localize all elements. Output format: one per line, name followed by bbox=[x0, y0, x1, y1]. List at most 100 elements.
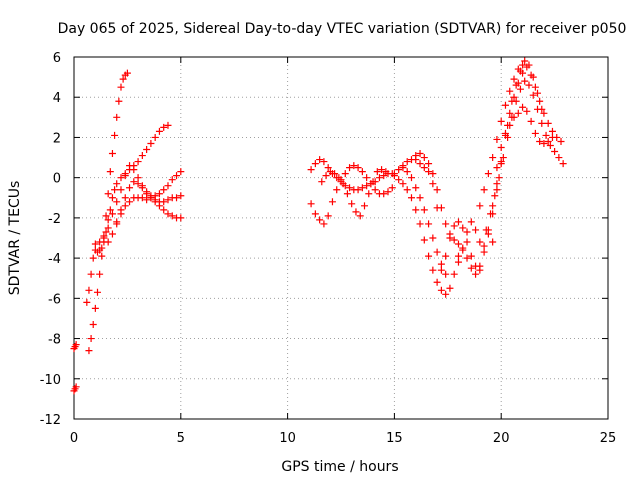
data-point bbox=[495, 174, 503, 182]
data-point bbox=[160, 198, 168, 206]
data-point bbox=[360, 202, 368, 210]
y-tick-label: -4 bbox=[48, 252, 61, 267]
data-point bbox=[429, 266, 437, 274]
y-tick-label: -8 bbox=[48, 333, 61, 348]
data-point bbox=[121, 202, 129, 210]
data-point bbox=[510, 93, 518, 101]
data-point bbox=[442, 290, 450, 298]
data-point bbox=[403, 168, 411, 176]
data-point bbox=[363, 174, 371, 182]
data-point bbox=[96, 270, 104, 278]
x-tick-label: 20 bbox=[493, 431, 510, 446]
data-point bbox=[454, 258, 462, 266]
data-point bbox=[371, 186, 379, 194]
data-point bbox=[177, 192, 185, 200]
data-point bbox=[346, 184, 354, 192]
data-point bbox=[324, 164, 332, 172]
data-point bbox=[446, 284, 454, 292]
grid bbox=[74, 57, 608, 419]
data-point bbox=[380, 172, 388, 180]
data-point bbox=[497, 144, 505, 151]
data-point bbox=[134, 180, 142, 188]
data-point bbox=[484, 230, 492, 238]
data-point bbox=[369, 178, 377, 186]
data-point bbox=[346, 164, 354, 172]
data-point bbox=[155, 190, 163, 198]
data-point bbox=[390, 170, 398, 178]
data-point bbox=[113, 180, 121, 188]
data-point bbox=[104, 224, 112, 232]
data-point bbox=[121, 172, 129, 180]
data-point bbox=[403, 158, 411, 166]
data-point bbox=[544, 137, 552, 145]
data-point bbox=[339, 180, 347, 188]
data-point bbox=[113, 113, 121, 121]
data-point bbox=[499, 154, 507, 162]
data-point bbox=[450, 236, 458, 244]
data-point bbox=[534, 89, 542, 97]
data-point bbox=[489, 238, 497, 246]
data-point bbox=[493, 180, 501, 188]
series-0 bbox=[70, 69, 131, 395]
data-point bbox=[87, 335, 95, 343]
data-point bbox=[382, 168, 390, 176]
data-point bbox=[307, 200, 315, 208]
data-point bbox=[326, 168, 334, 176]
series-4 bbox=[113, 178, 185, 226]
data-point bbox=[384, 188, 392, 196]
data-point bbox=[117, 186, 125, 194]
data-point bbox=[429, 234, 437, 242]
data-point bbox=[160, 206, 168, 214]
data-point bbox=[104, 238, 112, 246]
data-point bbox=[480, 248, 488, 256]
data-point bbox=[536, 137, 544, 145]
data-point bbox=[521, 57, 529, 65]
data-point bbox=[508, 97, 516, 105]
data-point bbox=[467, 264, 475, 272]
data-point bbox=[497, 158, 505, 166]
data-point bbox=[416, 150, 424, 158]
data-point bbox=[425, 168, 433, 176]
data-point bbox=[442, 220, 450, 228]
data-point bbox=[493, 164, 501, 172]
data-point bbox=[542, 131, 550, 139]
data-point bbox=[403, 186, 411, 194]
data-point bbox=[459, 224, 467, 232]
data-point bbox=[168, 212, 176, 220]
data-point bbox=[138, 152, 146, 160]
data-point bbox=[331, 170, 339, 178]
data-points bbox=[70, 57, 567, 395]
plot-frame bbox=[73, 56, 609, 420]
data-point bbox=[388, 184, 396, 192]
series-12 bbox=[437, 160, 505, 274]
data-point bbox=[538, 105, 546, 113]
x-tick-label: 10 bbox=[279, 431, 296, 446]
chart-title: Day 065 of 2025, Sidereal Day-to-day VTE… bbox=[58, 21, 627, 37]
data-point bbox=[395, 166, 403, 174]
data-point bbox=[151, 133, 159, 141]
data-point bbox=[91, 304, 99, 312]
data-point bbox=[85, 286, 93, 294]
series-11 bbox=[412, 150, 484, 278]
data-point bbox=[111, 186, 119, 194]
data-point bbox=[324, 212, 332, 220]
data-point bbox=[425, 160, 433, 168]
data-point bbox=[96, 238, 104, 246]
data-point bbox=[356, 212, 364, 220]
data-point bbox=[525, 61, 533, 69]
data-point bbox=[454, 218, 462, 226]
data-point bbox=[531, 83, 539, 91]
data-point bbox=[119, 75, 127, 83]
data-point bbox=[155, 127, 163, 135]
data-point bbox=[493, 135, 501, 143]
y-tick-label: 4 bbox=[53, 91, 61, 106]
data-point bbox=[531, 129, 539, 137]
data-point bbox=[108, 194, 116, 202]
data-point bbox=[117, 174, 125, 182]
data-point bbox=[113, 218, 121, 226]
data-point bbox=[91, 240, 99, 248]
data-point bbox=[318, 178, 326, 186]
data-point bbox=[412, 206, 420, 214]
data-point bbox=[378, 166, 386, 174]
